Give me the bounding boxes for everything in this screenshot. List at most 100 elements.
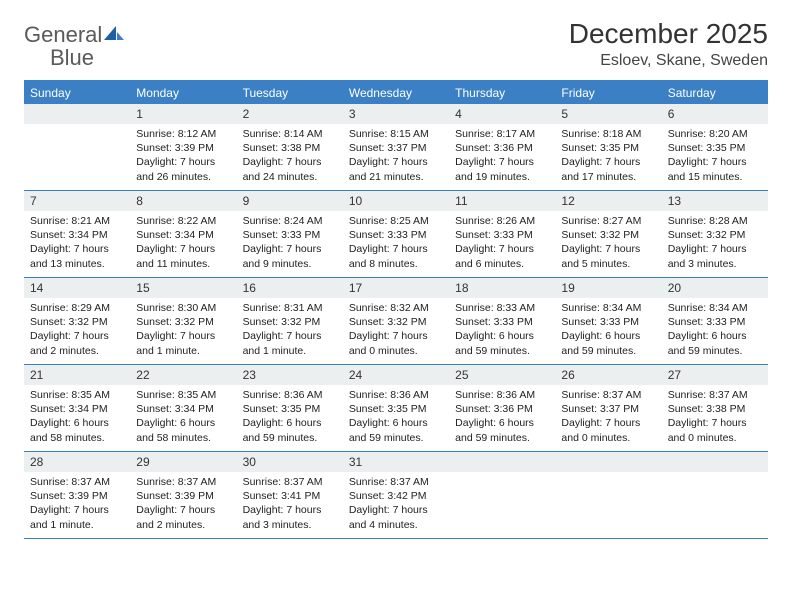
weekday-label: Sunday <box>24 82 130 104</box>
daylight-text: Daylight: 7 hours and 1 minute. <box>30 503 124 531</box>
day-cell: 17Sunrise: 8:32 AMSunset: 3:32 PMDayligh… <box>343 278 449 364</box>
day-number: 29 <box>130 452 236 472</box>
daylight-text: Daylight: 6 hours and 59 minutes. <box>455 329 549 357</box>
sunrise-text: Sunrise: 8:22 AM <box>136 214 230 228</box>
day-number: 1 <box>130 104 236 124</box>
day-cell: 26Sunrise: 8:37 AMSunset: 3:37 PMDayligh… <box>555 365 661 451</box>
sunrise-text: Sunrise: 8:28 AM <box>668 214 762 228</box>
day-cell: 14Sunrise: 8:29 AMSunset: 3:32 PMDayligh… <box>24 278 130 364</box>
day-cell: 15Sunrise: 8:30 AMSunset: 3:32 PMDayligh… <box>130 278 236 364</box>
sunset-text: Sunset: 3:36 PM <box>455 141 549 155</box>
day-number: 11 <box>449 191 555 211</box>
sunrise-text: Sunrise: 8:27 AM <box>561 214 655 228</box>
day-number <box>24 104 130 124</box>
day-number: 31 <box>343 452 449 472</box>
day-cell: 19Sunrise: 8:34 AMSunset: 3:33 PMDayligh… <box>555 278 661 364</box>
location: Esloev, Skane, Sweden <box>569 52 768 70</box>
week-row: 14Sunrise: 8:29 AMSunset: 3:32 PMDayligh… <box>24 278 768 365</box>
sunrise-text: Sunrise: 8:31 AM <box>243 301 337 315</box>
daylight-text: Daylight: 7 hours and 26 minutes. <box>136 155 230 183</box>
daylight-text: Daylight: 7 hours and 5 minutes. <box>561 242 655 270</box>
week-row: 28Sunrise: 8:37 AMSunset: 3:39 PMDayligh… <box>24 452 768 539</box>
sunset-text: Sunset: 3:32 PM <box>349 315 443 329</box>
sunrise-text: Sunrise: 8:25 AM <box>349 214 443 228</box>
weekday-label: Wednesday <box>343 82 449 104</box>
sunset-text: Sunset: 3:33 PM <box>349 228 443 242</box>
daylight-text: Daylight: 7 hours and 11 minutes. <box>136 242 230 270</box>
day-number: 6 <box>662 104 768 124</box>
day-cell: 2Sunrise: 8:14 AMSunset: 3:38 PMDaylight… <box>237 104 343 190</box>
daylight-text: Daylight: 6 hours and 59 minutes. <box>561 329 655 357</box>
sunset-text: Sunset: 3:33 PM <box>455 315 549 329</box>
day-cell: 7Sunrise: 8:21 AMSunset: 3:34 PMDaylight… <box>24 191 130 277</box>
sunset-text: Sunset: 3:33 PM <box>561 315 655 329</box>
day-info: Sunrise: 8:37 AMSunset: 3:42 PMDaylight:… <box>343 472 449 536</box>
day-info: Sunrise: 8:37 AMSunset: 3:37 PMDaylight:… <box>555 385 661 449</box>
sunset-text: Sunset: 3:35 PM <box>243 402 337 416</box>
sunset-text: Sunset: 3:39 PM <box>136 141 230 155</box>
daylight-text: Daylight: 7 hours and 2 minutes. <box>136 503 230 531</box>
day-cell: 5Sunrise: 8:18 AMSunset: 3:35 PMDaylight… <box>555 104 661 190</box>
weekday-label: Friday <box>555 82 661 104</box>
day-cell: 28Sunrise: 8:37 AMSunset: 3:39 PMDayligh… <box>24 452 130 538</box>
day-number: 15 <box>130 278 236 298</box>
day-info: Sunrise: 8:28 AMSunset: 3:32 PMDaylight:… <box>662 211 768 275</box>
daylight-text: Daylight: 7 hours and 8 minutes. <box>349 242 443 270</box>
day-cell: 9Sunrise: 8:24 AMSunset: 3:33 PMDaylight… <box>237 191 343 277</box>
sunset-text: Sunset: 3:36 PM <box>455 402 549 416</box>
day-info: Sunrise: 8:37 AMSunset: 3:39 PMDaylight:… <box>24 472 130 536</box>
sunrise-text: Sunrise: 8:24 AM <box>243 214 337 228</box>
day-info: Sunrise: 8:34 AMSunset: 3:33 PMDaylight:… <box>662 298 768 362</box>
weekday-label: Thursday <box>449 82 555 104</box>
day-info: Sunrise: 8:27 AMSunset: 3:32 PMDaylight:… <box>555 211 661 275</box>
weekday-label: Tuesday <box>237 82 343 104</box>
sunset-text: Sunset: 3:35 PM <box>349 402 443 416</box>
daylight-text: Daylight: 7 hours and 19 minutes. <box>455 155 549 183</box>
sunset-text: Sunset: 3:38 PM <box>668 402 762 416</box>
logo: General Blue <box>24 18 124 70</box>
day-cell: 18Sunrise: 8:33 AMSunset: 3:33 PMDayligh… <box>449 278 555 364</box>
sunset-text: Sunset: 3:35 PM <box>668 141 762 155</box>
day-number: 4 <box>449 104 555 124</box>
day-number: 24 <box>343 365 449 385</box>
day-number: 28 <box>24 452 130 472</box>
daylight-text: Daylight: 7 hours and 1 minute. <box>136 329 230 357</box>
day-number <box>662 452 768 472</box>
sunrise-text: Sunrise: 8:32 AM <box>349 301 443 315</box>
day-cell: 4 Sunrise: 8:17 AMSunset: 3:36 PMDaylight… <box>449 104 555 190</box>
sunset-text: Sunset: 3:32 PM <box>668 228 762 242</box>
day-number: 25 <box>449 365 555 385</box>
day-info: Sunrise: 8:29 AMSunset: 3:32 PMDaylight:… <box>24 298 130 362</box>
day-cell: 27Sunrise: 8:37 AMSunset: 3:38 PMDayligh… <box>662 365 768 451</box>
day-info: Sunrise: 8:14 AMSunset: 3:38 PMDaylight:… <box>237 124 343 188</box>
day-number: 16 <box>237 278 343 298</box>
weekday-label: Monday <box>130 82 236 104</box>
day-number: 10 <box>343 191 449 211</box>
daylight-text: Daylight: 7 hours and 9 minutes. <box>243 242 337 270</box>
day-number: 22 <box>130 365 236 385</box>
day-cell: 6Sunrise: 8:20 AMSunset: 3:35 PMDaylight… <box>662 104 768 190</box>
day-cell: 25Sunrise: 8:36 AMSunset: 3:36 PMDayligh… <box>449 365 555 451</box>
sunrise-text: Sunrise: 8:15 AM <box>349 127 443 141</box>
sunset-text: Sunset: 3:34 PM <box>30 228 124 242</box>
day-number: 8 <box>130 191 236 211</box>
day-number: 3 <box>343 104 449 124</box>
sunrise-text: Sunrise: 8:17 AM <box>455 127 549 141</box>
day-info: Sunrise: 8:12 AMSunset: 3:39 PMDaylight:… <box>130 124 236 188</box>
day-info: Sunrise: 8:24 AMSunset: 3:33 PMDaylight:… <box>237 211 343 275</box>
daylight-text: Daylight: 7 hours and 6 minutes. <box>455 242 549 270</box>
week-row: 21Sunrise: 8:35 AMSunset: 3:34 PMDayligh… <box>24 365 768 452</box>
day-cell: 8Sunrise: 8:22 AMSunset: 3:34 PMDaylight… <box>130 191 236 277</box>
sunrise-text: Sunrise: 8:34 AM <box>561 301 655 315</box>
daylight-text: Daylight: 7 hours and 15 minutes. <box>668 155 762 183</box>
daylight-text: Daylight: 7 hours and 17 minutes. <box>561 155 655 183</box>
day-info: Sunrise: 8:37 AMSunset: 3:38 PMDaylight:… <box>662 385 768 449</box>
sunrise-text: Sunrise: 8:37 AM <box>243 475 337 489</box>
day-info: Sunrise: 8:37 AMSunset: 3:41 PMDaylight:… <box>237 472 343 536</box>
daylight-text: Daylight: 6 hours and 59 minutes. <box>455 416 549 444</box>
sunrise-text: Sunrise: 8:37 AM <box>561 388 655 402</box>
day-cell: 30Sunrise: 8:37 AMSunset: 3:41 PMDayligh… <box>237 452 343 538</box>
sunset-text: Sunset: 3:32 PM <box>136 315 230 329</box>
sunset-text: Sunset: 3:35 PM <box>561 141 655 155</box>
day-number: 21 <box>24 365 130 385</box>
